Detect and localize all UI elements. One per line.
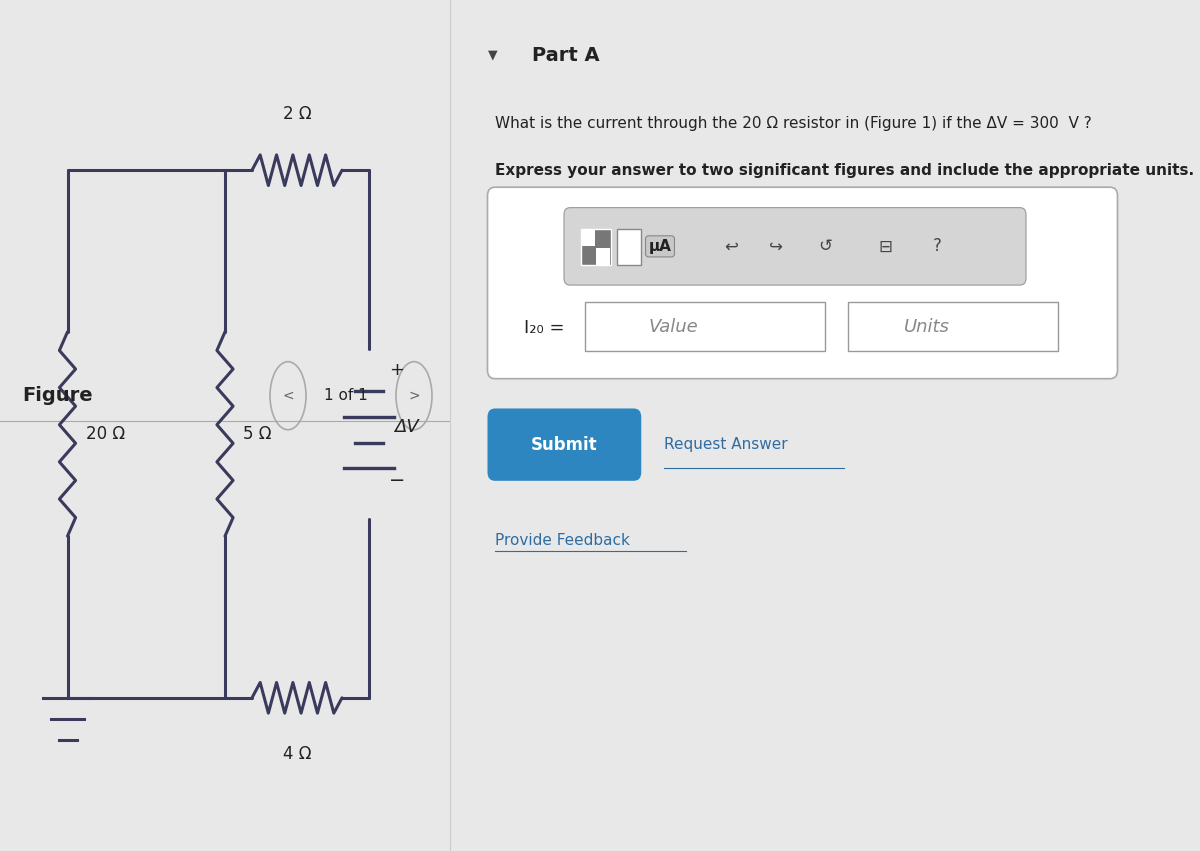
Text: −: − [389,471,406,490]
Text: Provide Feedback: Provide Feedback [496,533,630,548]
Text: Part A: Part A [533,46,600,65]
Text: ↺: ↺ [818,237,832,255]
Text: 20 Ω: 20 Ω [85,425,125,443]
Text: ▼: ▼ [487,49,497,62]
FancyBboxPatch shape [847,302,1057,351]
Text: Express your answer to two significant figures and include the appropriate units: Express your answer to two significant f… [496,163,1194,178]
Text: What is the current through the 20 Ω resistor in (Figure 1) if the ΔV = 300  V ?: What is the current through the 20 Ω res… [496,116,1092,131]
Text: 4 Ω: 4 Ω [283,745,311,762]
FancyBboxPatch shape [564,208,1026,285]
Text: 5 Ω: 5 Ω [244,425,271,443]
FancyBboxPatch shape [596,248,610,266]
FancyBboxPatch shape [581,230,595,247]
Text: Submit: Submit [532,436,598,454]
Text: ↩: ↩ [725,237,738,255]
Text: ?: ? [934,237,942,255]
Text: +: + [389,361,404,380]
Text: Units: Units [904,317,949,336]
Text: μA: μA [648,239,672,254]
Text: Request Answer: Request Answer [664,437,787,452]
Text: Figure: Figure [23,386,94,405]
FancyBboxPatch shape [617,230,641,266]
Text: 2 Ω: 2 Ω [283,106,311,123]
FancyBboxPatch shape [487,187,1117,379]
FancyBboxPatch shape [487,408,641,481]
Text: Value: Value [649,317,698,336]
Text: ↪: ↪ [769,237,784,255]
Text: ⊟: ⊟ [878,237,892,255]
Text: ΔV: ΔV [394,418,419,437]
Text: >: > [408,389,420,403]
FancyBboxPatch shape [581,230,611,266]
FancyBboxPatch shape [586,302,826,351]
Text: <: < [282,389,294,403]
Text: 1 of 1: 1 of 1 [324,388,367,403]
Text: I₂₀ =: I₂₀ = [523,319,564,338]
